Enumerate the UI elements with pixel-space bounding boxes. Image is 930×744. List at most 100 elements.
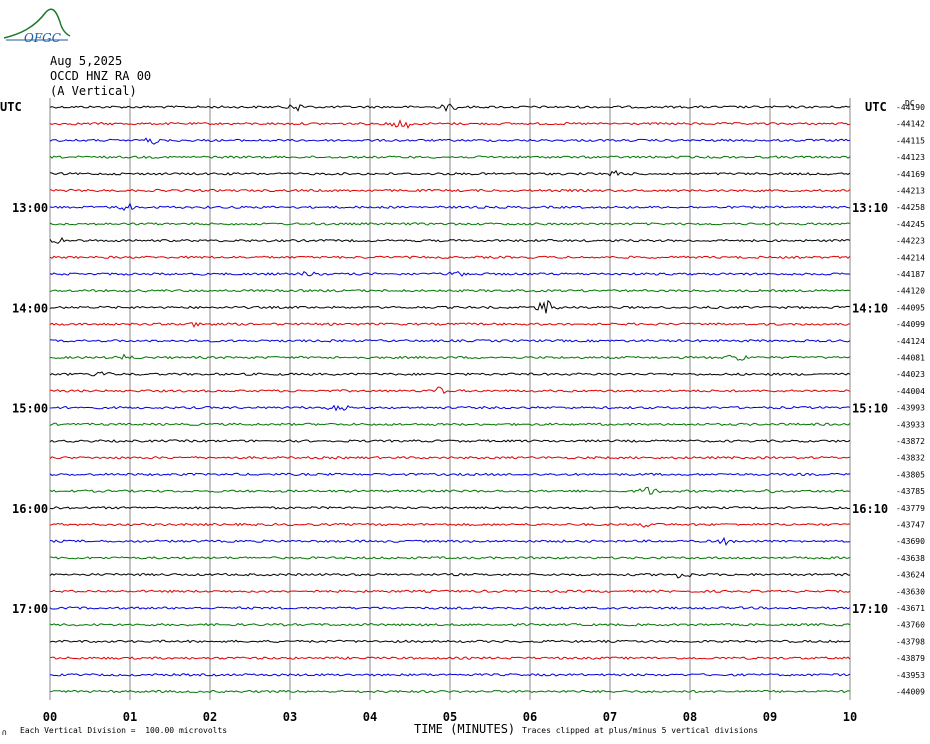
trace-line [49, 353, 851, 361]
trace-line [49, 622, 851, 627]
left-utc-label: UTC [0, 100, 22, 114]
dc-offset-label: -44123 [896, 153, 925, 162]
x-tick-label: 01 [123, 710, 137, 724]
x-tick-label: 04 [363, 710, 377, 724]
dc-offset-label: -43747 [896, 521, 925, 530]
dc-offset-label: -44214 [896, 253, 925, 262]
x-tick-label: 09 [763, 710, 777, 724]
trace-line [49, 639, 851, 644]
x-tick-label: 02 [203, 710, 217, 724]
trace-line [49, 673, 851, 677]
trace-line [49, 404, 851, 412]
left-time-label: 13:00 [12, 201, 48, 215]
trace-line [49, 486, 851, 495]
trace-line [49, 119, 851, 129]
logo-graphic: OFGC [3, 8, 71, 45]
trace-line [49, 386, 851, 394]
station-code: OCCD HNZ RA 00 [50, 69, 152, 83]
trace-line [49, 237, 851, 244]
division-note: Each Vertical Division = 100.00 microvol… [20, 726, 228, 735]
trace-line [49, 371, 851, 377]
trace-line [49, 572, 851, 579]
logo-text: OFGC [24, 31, 61, 44]
ofgc-logo: OFGC [2, 4, 72, 48]
dc-offset-label: -44187 [896, 270, 925, 279]
component-label: (A Vertical) [50, 84, 137, 98]
dc-offset-label: -43993 [896, 404, 925, 413]
dc-offset-label: -44081 [896, 354, 925, 363]
dc-offset-label: -44213 [896, 187, 925, 196]
trace-line [49, 472, 851, 477]
right-time-label: 13:10 [852, 201, 888, 215]
dc-offset-label: -43933 [896, 420, 925, 429]
right-time-label: 14:10 [852, 301, 888, 315]
trace-line [49, 103, 851, 113]
trace-group [49, 103, 851, 694]
trace-line [49, 270, 851, 277]
left-time-label: 16:00 [12, 502, 48, 516]
trace-line [49, 299, 851, 314]
dc-offset-label: -44023 [896, 370, 925, 379]
trace-line [49, 689, 851, 694]
trace-line [49, 202, 851, 212]
trace-line [49, 288, 851, 293]
dc-offset-label: -43872 [896, 437, 925, 446]
dc-offset-label: -44258 [896, 203, 925, 212]
right-time-labels: 13:10 14:10 15:10 16:10 17:10 [852, 201, 888, 616]
right-time-label: 17:10 [852, 602, 888, 616]
x-tick-label: 00 [43, 710, 57, 724]
trace-line [49, 188, 851, 193]
x-tick-label: 05 [443, 710, 457, 724]
dc-offset-label: -43690 [896, 537, 925, 546]
trace-line [49, 606, 851, 610]
clip-note: Traces clipped at plus/minus 5 vertical … [522, 726, 759, 735]
dc-offset-label: -43630 [896, 587, 925, 596]
trace-line [49, 439, 851, 443]
dc-offset-label: -44190 [896, 103, 925, 112]
dc-offset-label: -44095 [896, 303, 925, 312]
dc-offset-label: -44245 [896, 220, 925, 229]
dc-offset-label: -44009 [896, 688, 925, 697]
x-tick-label: 03 [283, 710, 297, 724]
plot-date: Aug 5,2025 [50, 54, 123, 68]
trace-line [50, 339, 851, 343]
trace-line [49, 455, 851, 460]
right-time-label: 15:10 [852, 402, 888, 416]
footer-mark: ∩ [2, 728, 7, 737]
dc-offset-label: -44223 [896, 237, 925, 246]
left-time-label: 14:00 [12, 301, 48, 315]
dc-offset-labels: -44190 -44142 -44115 -44123 -44169 -44213 -442… [896, 103, 925, 697]
x-tick-label: 06 [523, 710, 537, 724]
dc-offset-label: -43805 [896, 470, 925, 479]
dc-offset-label: -44124 [896, 337, 925, 346]
trace-line [49, 536, 851, 546]
dc-header-label: DC [905, 99, 915, 108]
left-time-labels: 13:00 14:00 15:00 16:00 17:00 [12, 201, 48, 616]
dc-offset-label: -43879 [896, 654, 925, 663]
dc-offset-label: -43953 [896, 671, 925, 680]
trace-line [49, 155, 851, 159]
dc-offset-label: -44115 [896, 136, 925, 145]
dc-offset-label: -43779 [896, 504, 925, 513]
trace-line [49, 506, 851, 510]
trace-line [49, 321, 851, 328]
dc-offset-label: -44004 [896, 387, 925, 396]
trace-line [49, 422, 851, 427]
x-tick-label: 08 [683, 710, 697, 724]
dc-offset-label: -43624 [896, 571, 925, 580]
dc-offset-label: -43638 [896, 554, 925, 563]
trace-line [49, 656, 851, 660]
dc-offset-label: -43785 [896, 487, 925, 496]
x-axis-title: TIME (MINUTES) [414, 722, 516, 736]
trace-line [49, 222, 851, 226]
time-grid [49, 98, 851, 700]
dc-offset-label: -43798 [896, 637, 925, 646]
dc-offset-label: -43760 [896, 621, 925, 630]
trace-line [49, 169, 851, 177]
trace-line [49, 556, 851, 560]
dc-offset-label: -44169 [896, 170, 925, 179]
trace-line [49, 522, 851, 528]
trace-line [49, 137, 851, 145]
dc-offset-label: -43832 [896, 454, 925, 463]
